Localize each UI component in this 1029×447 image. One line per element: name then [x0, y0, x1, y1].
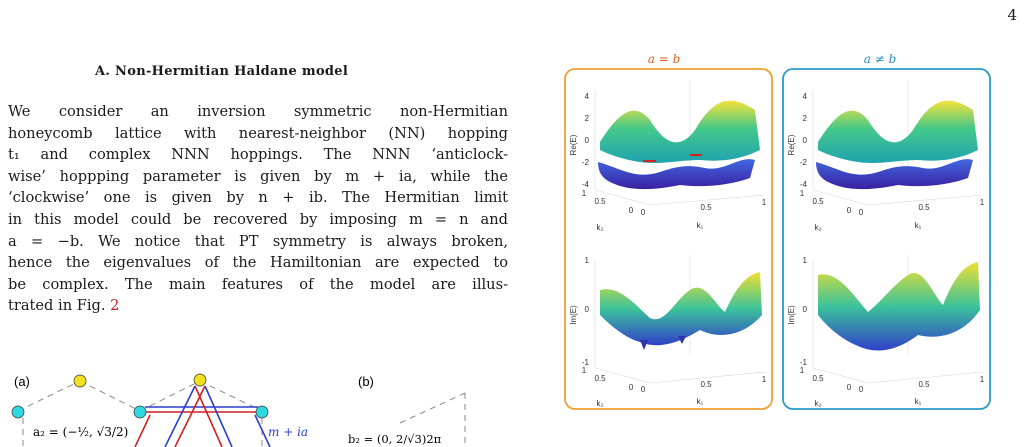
tick-label: -4: [800, 180, 808, 189]
tick-label: -2: [582, 158, 590, 167]
body-line: be complex. The main features of the mod…: [8, 275, 508, 293]
axis-label-im: Im(E): [569, 305, 578, 325]
hopping-label: m + ia: [268, 425, 308, 439]
lattice-site-b: [255, 405, 269, 419]
tick-label: 0.5: [812, 374, 824, 383]
tick-label: 1: [582, 189, 587, 198]
tick-label: 0.5: [700, 203, 712, 212]
axis-label-k2: k₂: [814, 223, 821, 232]
lattice-site-b: [133, 405, 147, 419]
axis-label-im: Im(E): [787, 305, 796, 325]
tick-label: 1: [800, 366, 805, 375]
tick-label: 0.5: [918, 203, 930, 212]
body-line: hence the eigenvalues of the Hamiltonian…: [8, 254, 508, 272]
tick-label: 0: [641, 385, 646, 394]
axis-label-k2: k₂: [814, 399, 821, 408]
tick-label: 1: [980, 375, 985, 384]
tick-label: 0.5: [594, 197, 606, 206]
panel-title-right: a ≠ b: [864, 52, 897, 66]
axis-label-k1: k₁: [915, 397, 922, 406]
plot-im-left: 1 0 -1 Im(E) 1 0.5 0 0 0.5 1 k₂ k₁: [569, 255, 767, 408]
axis-label-re: Re(E): [569, 134, 578, 155]
tick-label: 0: [629, 206, 634, 215]
band-structure-figure: a = b a ≠ b 4 2 0 -2 -4 Re(E) 1 0.5 0 0 …: [564, 52, 991, 410]
panel-box-left: [564, 68, 773, 410]
body-line: We consider an inversion symmetric non-H…: [8, 103, 508, 120]
body-text-fragment: trated in Fig.: [8, 297, 111, 315]
axis-label-k1: k₁: [697, 221, 704, 230]
tick-label: 1: [803, 256, 808, 265]
body-line: honeycomb lattice with nearest-neighbor …: [8, 124, 508, 142]
plot-re-right: 4 2 0 -2 -4 Re(E) 1 0.5 0 0 0.5 1 k₂ k₁: [787, 80, 985, 232]
page-number: 4: [1007, 6, 1017, 24]
tick-label: 1: [582, 366, 587, 375]
plot-re-left: 4 2 0 -2 -4 Re(E) 1 0.5 0 0 0.5 1 k₂ k₁: [569, 80, 767, 232]
section-heading: A. Non-Hermitian Haldane model: [95, 64, 349, 79]
tick-label: -1: [582, 358, 590, 367]
panel-title-left: a = b: [648, 52, 681, 66]
tick-label: -1: [800, 358, 808, 367]
tick-label: 2: [585, 114, 590, 123]
body-line: t₁ and complex NNN hoppings. The NNN ‘an…: [8, 146, 508, 164]
axis-label-k1: k₁: [697, 397, 704, 406]
tick-label: 1: [762, 198, 767, 207]
tick-label: 0.5: [812, 197, 824, 206]
tick-label: 0: [803, 305, 808, 314]
tick-label: 0: [859, 385, 864, 394]
tick-label: 0.5: [594, 374, 606, 383]
figure-reference-link[interactable]: 2: [110, 297, 120, 315]
tick-label: 0: [629, 383, 634, 392]
plot-im-right: 1 0 -1 Im(E) 1 0.5 0 0 0.5 1 k₂ k₁: [787, 255, 985, 408]
tick-label: 1: [762, 375, 767, 384]
tick-label: 0: [641, 208, 646, 217]
tick-label: 2: [803, 114, 808, 123]
b2-vector-label: b₂ = (0, 2/√3)2π: [348, 432, 442, 446]
tick-label: -2: [800, 158, 808, 167]
body-line: a = −b. We notice that PT symmetry is al…: [8, 232, 508, 250]
axis-label-k2: k₂: [596, 223, 603, 232]
lattice-site-a: [193, 373, 207, 387]
tick-label: 0.5: [700, 380, 712, 389]
a2-vector-label: a₂ = (−½, √3/2): [33, 425, 128, 439]
tick-label: 1: [585, 256, 590, 265]
tick-label: 1: [800, 189, 805, 198]
panel-label-a: (a): [14, 374, 30, 389]
tick-label: 0: [859, 208, 864, 217]
axis-label-re: Re(E): [787, 134, 796, 155]
tick-label: 1: [980, 198, 985, 207]
axis-label-k1: k₁: [915, 221, 922, 230]
tick-label: 0: [847, 206, 852, 215]
tick-label: 0: [585, 136, 590, 145]
tick-label: 0.5: [918, 380, 930, 389]
body-line-last: trated in Fig. 2: [8, 295, 508, 317]
section-body: We consider an inversion symmetric non-H…: [8, 101, 508, 317]
tick-label: 0: [585, 305, 590, 314]
tick-label: 0: [803, 136, 808, 145]
body-line: ‘clockwise’ one is given by n + ib. The …: [8, 189, 508, 207]
body-line: in this model could be recovered by impo…: [8, 210, 508, 228]
axis-label-k2: k₂: [596, 399, 603, 408]
tick-label: 4: [803, 92, 808, 101]
lattice-site-b: [11, 405, 25, 419]
tick-label: 0: [847, 383, 852, 392]
panel-box-right: [782, 68, 991, 410]
tick-label: -4: [582, 180, 590, 189]
panel-label-b: (b): [358, 374, 374, 389]
tick-label: 4: [585, 92, 590, 101]
lattice-site-a: [73, 374, 87, 388]
lattice-figure: (a) (b) a₂ = (−½, √3/2) m + ia b₂ = (0, …: [11, 373, 466, 447]
body-line: wise’ hoppping parameter is given by m +…: [8, 167, 508, 185]
